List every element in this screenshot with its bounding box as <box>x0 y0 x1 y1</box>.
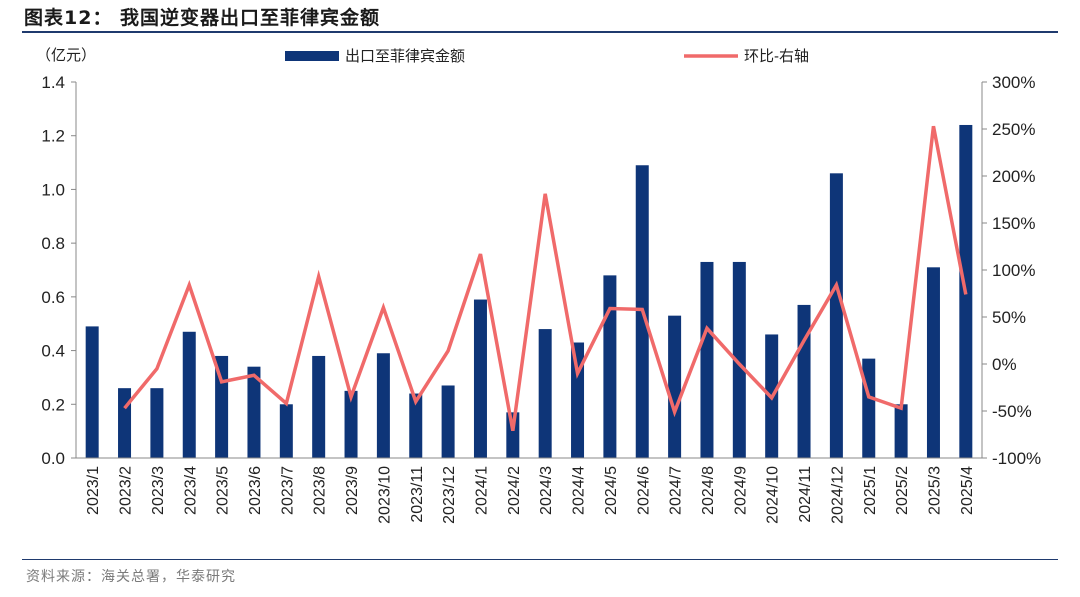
left-tick-label: 0.4 <box>41 342 65 361</box>
x-tick-label: 2023/9 <box>344 466 361 515</box>
left-axis: 0.0 0.2 0.4 0.6 0.8 1.0 1.2 1.4 <box>41 73 77 468</box>
x-tick-label: 2024/5 <box>603 466 620 515</box>
x-tick-label: 2023/12 <box>441 466 458 524</box>
right-tick-label: 0% <box>992 355 1017 374</box>
x-tick-label: 2025/1 <box>862 466 879 515</box>
bar <box>409 393 423 458</box>
bar <box>732 261 746 458</box>
bar <box>441 385 455 458</box>
x-tick-label: 2024/7 <box>668 466 685 515</box>
bar <box>247 366 261 458</box>
bar <box>85 326 99 458</box>
chart: （亿元） 出口至菲律宾金额 环比-右轴 0.0 0.2 0.4 0.6 0.8 1.0 1.… <box>36 47 1041 524</box>
right-tick-label: 100% <box>992 261 1035 280</box>
legend-bar-swatch <box>285 51 339 61</box>
right-tick-label: 300% <box>992 73 1035 92</box>
bar <box>473 299 487 458</box>
left-axis-unit: （亿元） <box>36 47 96 64</box>
line-series <box>123 125 968 432</box>
right-tick-label: -50% <box>992 402 1032 421</box>
legend: 出口至菲律宾金额 环比-右轴 <box>285 48 809 65</box>
x-tick-label: 2023/4 <box>182 466 199 515</box>
x-tick-label: 2024/1 <box>473 466 490 515</box>
x-tick-label: 2024/8 <box>700 466 717 515</box>
legend-line-label: 环比-右轴 <box>744 48 809 65</box>
bar <box>344 390 358 458</box>
bar <box>376 353 390 458</box>
right-tick-label: -100% <box>992 449 1041 468</box>
legend-bar-label: 出口至菲律宾金额 <box>345 48 465 65</box>
x-tick-label: 2023/2 <box>118 466 135 515</box>
right-tick-label: 200% <box>992 167 1035 186</box>
bar <box>279 404 293 458</box>
bar <box>506 412 520 458</box>
x-tick-label: 2023/7 <box>279 466 296 515</box>
left-tick-label: 1.2 <box>41 127 65 146</box>
x-tick-label: 2024/3 <box>538 466 555 515</box>
bar <box>668 315 682 458</box>
bar <box>312 355 326 458</box>
source-note: 资料来源：海关总署，华泰研究 <box>26 569 236 585</box>
x-tick-label: 2023/10 <box>376 466 393 524</box>
x-tick-label: 2024/11 <box>797 466 814 523</box>
x-tick-label: 2023/1 <box>85 466 102 515</box>
left-tick-label: 1.0 <box>41 180 65 199</box>
x-tick-label: 2023/5 <box>215 466 232 515</box>
left-tick-label: 0.8 <box>41 234 65 253</box>
x-tick-label: 2024/12 <box>829 466 846 524</box>
bar <box>700 261 714 458</box>
x-tick-label: 2025/2 <box>894 466 911 515</box>
bar <box>829 173 843 459</box>
bar <box>603 275 617 458</box>
x-tick-label: 2025/4 <box>959 466 976 515</box>
chart-title: 图表12： 我国逆变器出口至菲律宾金额 <box>24 7 381 29</box>
title-divider <box>22 31 1058 33</box>
right-axis: -100% -50% 0% 50% 100% 150% 200% 250% 300% <box>981 73 1041 468</box>
x-tick-label: 2024/2 <box>506 466 523 515</box>
right-tick-label: 250% <box>992 120 1035 139</box>
x-tick-label: 2023/8 <box>312 466 329 515</box>
x-tick-label: 2025/3 <box>926 466 943 515</box>
bar <box>538 329 552 458</box>
x-tick-label: 2023/6 <box>247 466 264 515</box>
x-tick-label: 2024/10 <box>765 466 782 524</box>
bar <box>926 267 940 458</box>
x-tick-label: 2024/9 <box>732 466 749 515</box>
right-tick-label: 150% <box>992 214 1035 233</box>
left-tick-label: 0.2 <box>41 395 65 414</box>
source-divider <box>22 559 1058 560</box>
bar <box>797 304 811 458</box>
bar <box>118 388 132 458</box>
bar <box>150 388 164 458</box>
left-tick-label: 0.0 <box>41 449 65 468</box>
bar <box>571 342 585 458</box>
left-tick-label: 0.6 <box>41 288 65 307</box>
x-tick-label: 2024/6 <box>635 466 652 515</box>
bar <box>182 331 196 458</box>
bar <box>862 358 876 458</box>
x-axis: 2023/1 2023/2 2023/3 2023/4 2023/5 2023/6 2023… <box>76 457 982 524</box>
left-tick-label: 1.4 <box>41 73 65 92</box>
x-tick-label: 2023/3 <box>150 466 167 515</box>
bar <box>894 404 908 458</box>
x-tick-label: 2024/4 <box>571 466 588 515</box>
x-tick-label: 2023/11 <box>409 466 426 523</box>
right-tick-label: 50% <box>992 308 1026 327</box>
